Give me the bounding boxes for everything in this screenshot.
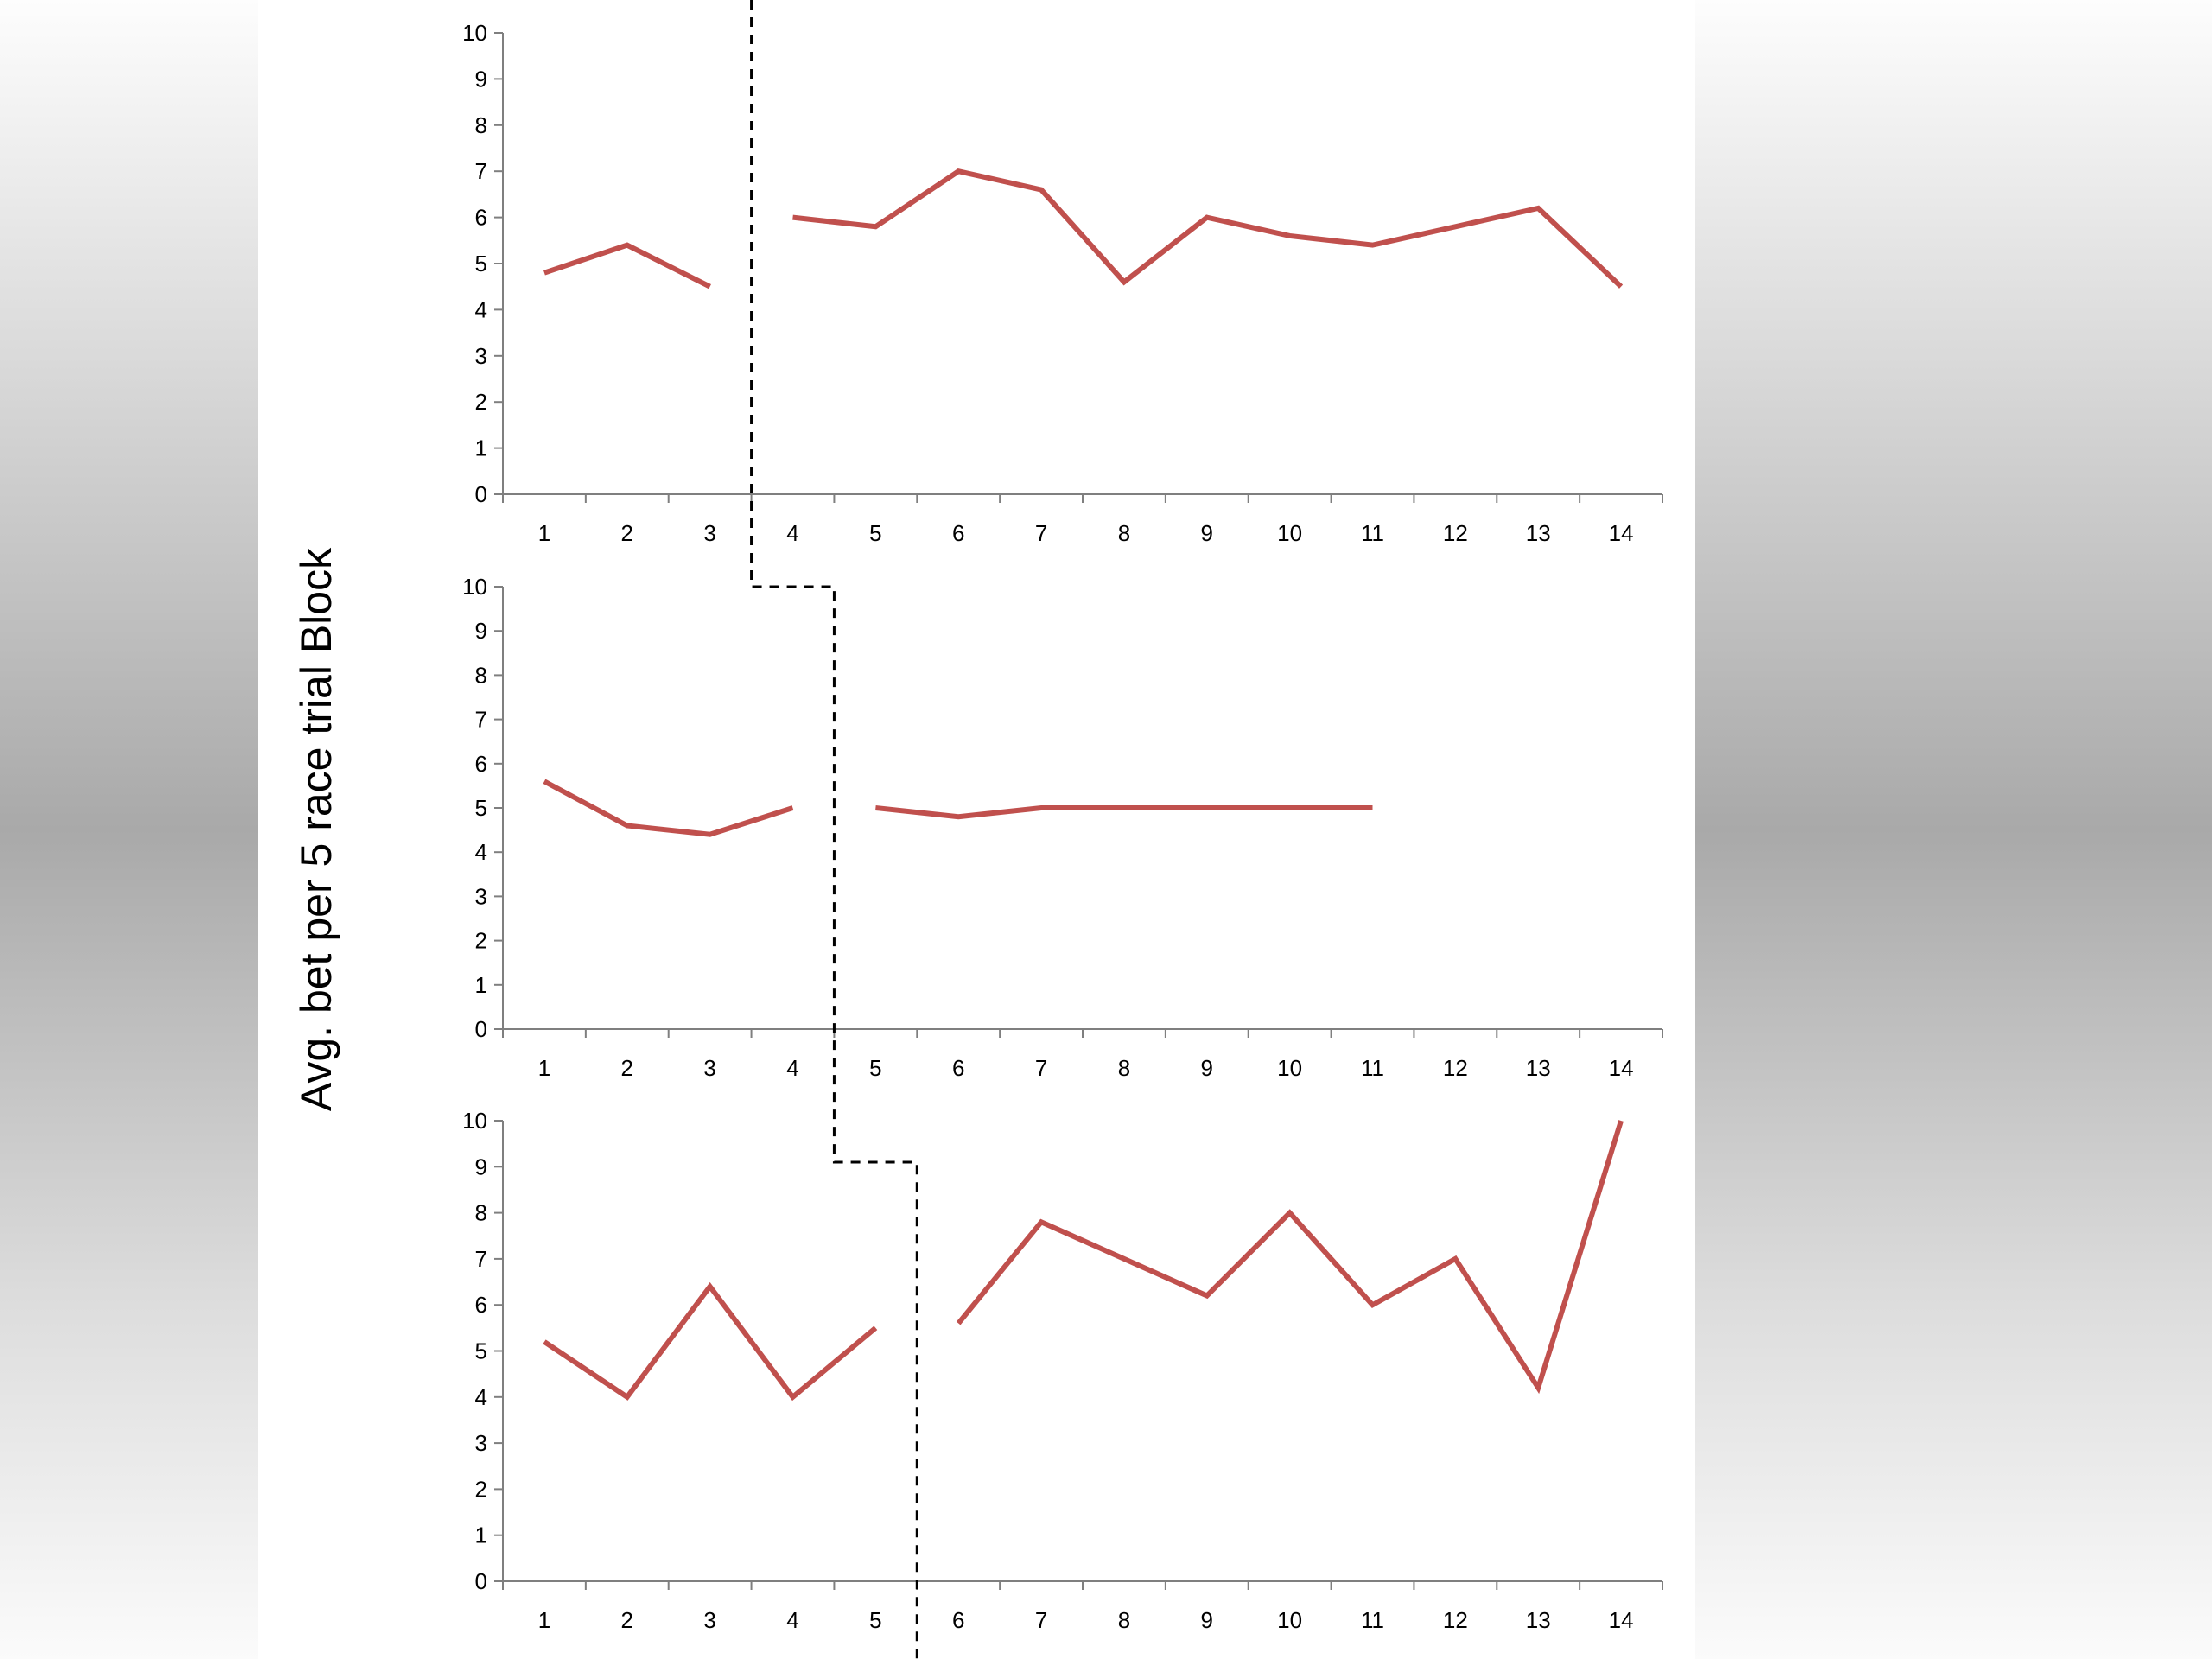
panel-3-x-tick-label: 9: [1201, 1607, 1213, 1633]
panel-2-series-segment-2: [875, 805, 1373, 820]
panel-1-x-tick-label: 10: [1277, 520, 1302, 546]
panel-1-y-tick-label: 0: [475, 481, 487, 507]
panel-1-x-tick-label: 5: [869, 520, 881, 546]
panel-2-y-tick-label: 10: [462, 574, 487, 600]
panel-2-x-tick-label: 3: [703, 1055, 715, 1081]
panel-3-y-tick-label: 3: [475, 1430, 487, 1456]
panel-1-x-tick-label: 12: [1443, 520, 1468, 546]
panel-3-y-tick-label: 1: [475, 1522, 487, 1548]
panel-1-x-tick-label: 6: [952, 520, 964, 546]
panel-1-y-tick-label: 10: [462, 20, 487, 46]
panel-2-x-tick-label: 6: [952, 1055, 964, 1081]
panel-1-x-tick-label: 2: [621, 520, 633, 546]
panel-1-y-tick-label: 8: [475, 112, 487, 138]
panel-1-x-tick-label: 4: [786, 520, 798, 546]
panel-3-x-tick-label: 8: [1118, 1607, 1130, 1633]
panel-2-x-tick-label: 14: [1609, 1055, 1634, 1081]
panel-2-x-tick-label: 11: [1361, 1055, 1384, 1081]
panel-2-y-tick-label: 9: [475, 618, 487, 644]
panel-1-series-segment-2: [792, 168, 1624, 289]
panel-1-x-tick-label: 13: [1526, 520, 1551, 546]
panel-3-x-tick-label: 6: [952, 1607, 964, 1633]
panel-3-x-tick-label: 3: [703, 1607, 715, 1633]
panel-3-x-tick-label: 2: [621, 1607, 633, 1633]
panel-3-y-tick-label: 8: [475, 1200, 487, 1226]
panel-2-x-tick-label: 9: [1201, 1055, 1213, 1081]
panel-2-y-tick-label: 3: [475, 883, 487, 909]
panel-2-y-tick-label: 0: [475, 1016, 487, 1042]
panel-1-y-tick-label: 7: [475, 158, 487, 184]
panel-2-y-tick-label: 6: [475, 751, 487, 777]
panel-1-x-tick-label: 3: [703, 520, 715, 546]
panel-1-y-tick-label: 5: [475, 251, 487, 276]
panel-1-x-tick-label: 14: [1609, 520, 1634, 546]
panel-3-y-tick-label: 7: [475, 1246, 487, 1272]
panel-2-series-segment-1: [543, 779, 794, 837]
slide-panel: [258, 0, 1695, 1659]
panel-2-y-tick-label: 5: [475, 795, 487, 821]
panel-3-series-segment-2: [956, 1120, 1624, 1395]
panel-2-x-tick-label: 1: [538, 1055, 550, 1081]
panel-1-x-tick-label: 7: [1035, 520, 1047, 546]
panel-2-x-tick-label: 4: [786, 1055, 798, 1081]
panel-3-y-tick-label: 0: [475, 1568, 487, 1594]
phase-boundary-line: [750, 0, 918, 1659]
panel-1-y-tick-label: 3: [475, 343, 487, 369]
panel-2-x-tick-label: 2: [621, 1055, 633, 1081]
panel-3-x-tick-label: 11: [1361, 1607, 1384, 1633]
panel-2-y-tick-label: 1: [475, 972, 487, 998]
panel-2-y-tick-label: 7: [475, 707, 487, 733]
panel-3-y-tick-label: 4: [475, 1384, 487, 1410]
panel-1-y-tick-label: 6: [475, 205, 487, 231]
panel-1-x-tick-label: 11: [1361, 520, 1384, 546]
panel-3-y-tick-label: 10: [462, 1108, 487, 1134]
panel-3-x-tick-label: 7: [1035, 1607, 1047, 1633]
panel-2-y-tick-label: 4: [475, 839, 487, 865]
panel-3-y-tick-label: 2: [475, 1476, 487, 1502]
panel-2-y-tick-label: 8: [475, 662, 487, 688]
panel-3-y-tick-label: 5: [475, 1338, 487, 1364]
panel-2-x-tick-label: 7: [1035, 1055, 1047, 1081]
panel-1-y-tick-label: 9: [475, 66, 487, 92]
panel-3-x-tick-label: 4: [786, 1607, 798, 1633]
panel-2-x-tick-label: 8: [1118, 1055, 1130, 1081]
panel-3-x-tick-label: 14: [1609, 1607, 1634, 1633]
panel-1-y-tick-label: 4: [475, 296, 487, 322]
panel-3-x-tick-label: 1: [538, 1607, 550, 1633]
panel-1-x-tick-label: 8: [1118, 520, 1130, 546]
panel-1-x-tick-label: 1: [538, 520, 550, 546]
panel-1-y-tick-label: 2: [475, 389, 487, 415]
panel-3-x-tick-label: 13: [1526, 1607, 1551, 1633]
panel-3-series-segment-1: [543, 1281, 878, 1402]
panel-1-x-tick-label: 9: [1201, 520, 1213, 546]
panel-3-x-tick-label: 12: [1443, 1607, 1468, 1633]
panel-2-x-tick-label: 5: [869, 1055, 881, 1081]
panel-3-x-tick-label: 5: [869, 1607, 881, 1633]
panel-3-x-tick-label: 10: [1277, 1607, 1302, 1633]
panel-2-x-tick-label: 12: [1443, 1055, 1468, 1081]
panel-3-y-tick-label: 9: [475, 1154, 487, 1179]
panel-2-y-tick-label: 2: [475, 928, 487, 954]
panel-3-y-tick-label: 6: [475, 1292, 487, 1318]
panel-2-x-tick-label: 13: [1526, 1055, 1551, 1081]
panel-2-x-tick-label: 10: [1277, 1055, 1302, 1081]
panel-1-y-tick-label: 1: [475, 435, 487, 461]
panel-1-series-segment-1: [543, 242, 711, 289]
